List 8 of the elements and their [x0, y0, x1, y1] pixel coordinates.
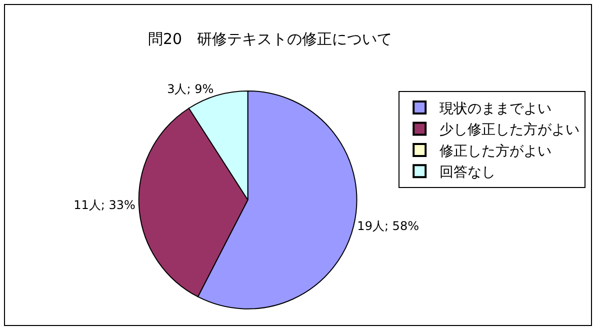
data-label: 19人; 58%	[357, 218, 419, 233]
legend-label: 少し修正した方がよい	[440, 122, 580, 138]
chart-title: 問20 研修テキストの修正について	[148, 30, 392, 48]
data-label: 3人; 9%	[167, 82, 214, 96]
legend-label: 回答なし	[440, 164, 496, 181]
legend-label: 修正した方がよい	[440, 143, 552, 160]
legend-label: 現状のままでよい	[440, 101, 552, 117]
data-label: 11人; 33%	[74, 198, 136, 212]
